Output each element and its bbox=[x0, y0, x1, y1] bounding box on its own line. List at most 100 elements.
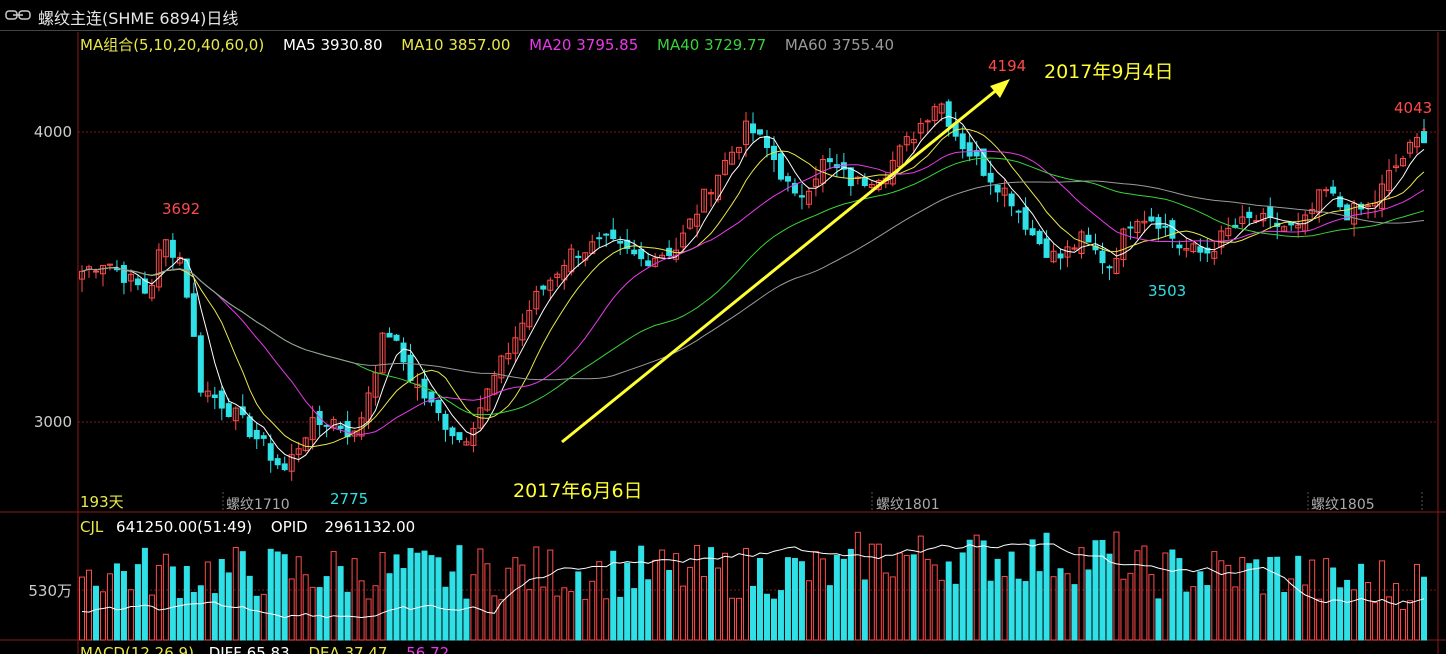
volume-bar bbox=[729, 597, 736, 641]
volume-bar bbox=[1204, 585, 1211, 641]
candle-body bbox=[1211, 250, 1218, 259]
volume-bar bbox=[680, 585, 687, 641]
volume-bar bbox=[1309, 559, 1316, 641]
candle-body bbox=[756, 129, 763, 135]
volume-bar bbox=[854, 531, 861, 641]
candle-body bbox=[826, 158, 833, 163]
volume-bar bbox=[833, 555, 840, 641]
candle-body bbox=[274, 458, 281, 466]
candle-body bbox=[812, 178, 819, 188]
trend-arrow-head bbox=[990, 79, 1010, 98]
candle-body bbox=[1085, 234, 1092, 243]
candle-body bbox=[400, 342, 407, 363]
candle-body bbox=[197, 335, 204, 393]
candle-body bbox=[239, 406, 246, 416]
volume-bar bbox=[666, 569, 673, 641]
volume-bar bbox=[323, 576, 330, 641]
candle-body bbox=[344, 421, 351, 438]
volume-bar bbox=[1414, 563, 1421, 641]
price-mark-low-3503: 3503 bbox=[1148, 282, 1187, 300]
volume-bar bbox=[1365, 581, 1372, 641]
candle-body bbox=[246, 416, 253, 438]
volume-bar bbox=[1092, 540, 1099, 641]
volume-bar bbox=[365, 598, 372, 641]
volume-bar bbox=[910, 554, 917, 641]
ma-group-label[interactable]: MA组合(5,10,20,40,60,0) bbox=[80, 36, 265, 54]
volume-bar bbox=[1015, 578, 1022, 641]
volume-bar bbox=[722, 552, 729, 641]
candle-body bbox=[1260, 212, 1267, 222]
candle-body bbox=[1022, 207, 1029, 230]
candle-body bbox=[784, 176, 791, 182]
volume-bar bbox=[596, 561, 603, 641]
volume-bar bbox=[987, 580, 994, 641]
volume-bar bbox=[1260, 593, 1267, 641]
candle-body bbox=[1190, 243, 1197, 253]
volume-bar bbox=[1288, 578, 1295, 641]
volume-bar bbox=[337, 566, 344, 641]
volume-bar bbox=[463, 598, 470, 641]
volume-bar bbox=[246, 575, 253, 641]
volume-bar bbox=[1099, 539, 1106, 641]
volume-bar bbox=[484, 563, 491, 641]
volume-bar bbox=[1316, 598, 1323, 641]
volume-bar bbox=[1358, 563, 1365, 641]
volume-bar bbox=[1071, 584, 1078, 641]
volume-bar bbox=[1218, 560, 1225, 641]
cjl-value: 641250.00(51:49) bbox=[116, 518, 253, 536]
volume-bar bbox=[106, 573, 113, 641]
volume-bar bbox=[491, 595, 498, 641]
volume-bar bbox=[1225, 564, 1232, 641]
volume-bar bbox=[197, 585, 204, 641]
volume-bar bbox=[687, 566, 694, 641]
volume-bar bbox=[519, 564, 526, 641]
candle-body bbox=[791, 182, 798, 194]
candle-body bbox=[861, 177, 868, 187]
volume-bar bbox=[554, 595, 561, 641]
volume-bar bbox=[1036, 571, 1043, 641]
candle-body bbox=[1288, 221, 1295, 226]
volume-bar bbox=[938, 579, 945, 641]
volume-bar bbox=[1162, 552, 1169, 641]
volume-bar bbox=[316, 587, 323, 641]
volume-bar bbox=[980, 540, 987, 641]
opid-value: 2961132.00 bbox=[324, 518, 416, 536]
candle-body bbox=[1197, 246, 1204, 253]
title-bar: 螺纹主连(SHME 6894)日线 bbox=[0, 0, 1446, 31]
volume-bar bbox=[1372, 602, 1379, 641]
period-count: 193天 bbox=[80, 493, 124, 511]
candle-body bbox=[603, 233, 610, 236]
volume-bar bbox=[1253, 559, 1260, 641]
candle-body bbox=[750, 123, 756, 134]
volume-bar bbox=[400, 568, 407, 641]
volume-bar bbox=[659, 549, 666, 641]
volume-bar bbox=[743, 547, 750, 641]
macd-label[interactable]: MACD(12,26,9) bbox=[80, 644, 194, 654]
candle-body bbox=[1029, 228, 1036, 236]
ma5-value: MA5 3930.80 bbox=[282, 36, 383, 54]
volume-bar bbox=[533, 546, 540, 641]
candle-body bbox=[470, 427, 477, 446]
volume-bar bbox=[253, 595, 260, 641]
volume-bar bbox=[162, 553, 169, 641]
candle-body bbox=[617, 240, 624, 244]
price-mark-low-2775: 2775 bbox=[330, 490, 369, 508]
volume-bar bbox=[232, 547, 239, 641]
volume-axis-label: 530万 bbox=[28, 582, 72, 600]
ma5-line bbox=[81, 115, 1425, 461]
candle-body bbox=[526, 310, 533, 328]
candle-body bbox=[1225, 227, 1232, 237]
link-icon[interactable] bbox=[5, 9, 31, 21]
cjl-label[interactable]: CJL bbox=[80, 518, 104, 536]
candle-body bbox=[743, 120, 750, 146]
volume-bar bbox=[421, 550, 428, 641]
volume-bar bbox=[1197, 571, 1204, 641]
ma60-line bbox=[81, 180, 1425, 381]
candle-body bbox=[1099, 250, 1106, 264]
volume-bar bbox=[302, 574, 309, 641]
candle-body bbox=[1169, 220, 1176, 239]
volume-bar bbox=[1043, 532, 1050, 641]
volume-bar bbox=[875, 543, 882, 641]
volume-bar bbox=[763, 593, 770, 641]
